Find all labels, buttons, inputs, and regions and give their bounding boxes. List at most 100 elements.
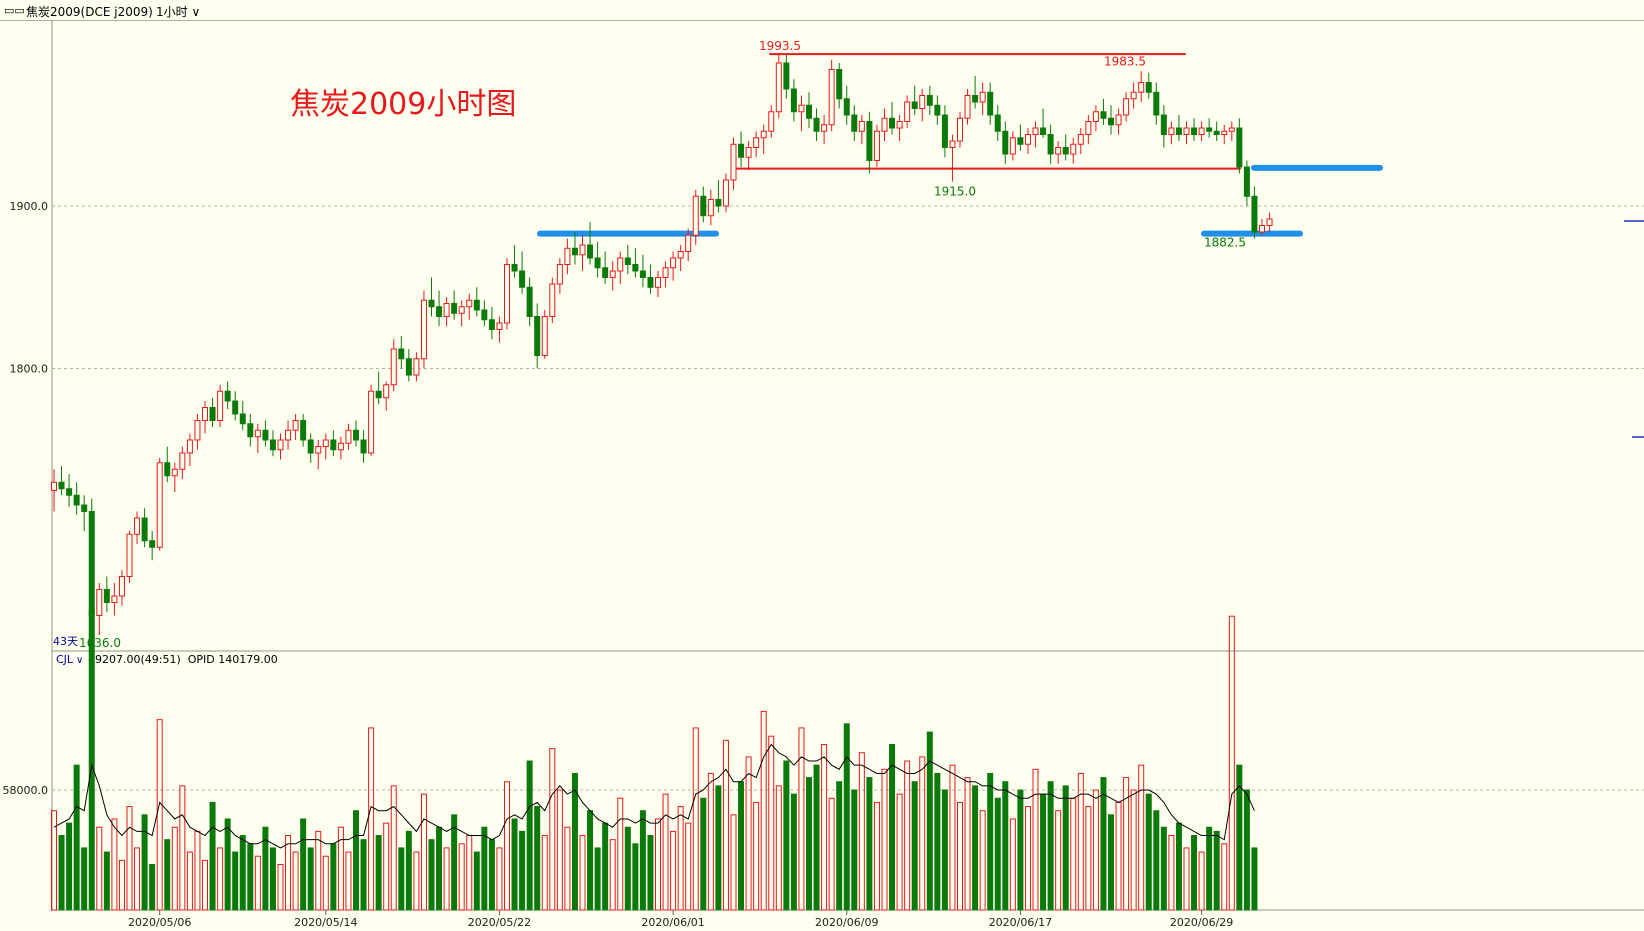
candle-body bbox=[609, 270, 616, 278]
volume-bar bbox=[534, 806, 541, 911]
candle-body bbox=[1175, 127, 1182, 135]
volume-bar bbox=[738, 781, 745, 911]
candle-body bbox=[655, 277, 661, 288]
volume-bar bbox=[277, 863, 284, 911]
candle-body bbox=[436, 306, 443, 317]
volume-bar bbox=[375, 835, 382, 911]
candle-body bbox=[300, 420, 307, 441]
volume-bar bbox=[1100, 777, 1107, 911]
price-annotations: 1993.5 1983.5 1915.0 1882.5 1636.0 bbox=[79, 39, 1246, 650]
candle-body bbox=[941, 114, 948, 148]
volume-indicator-name[interactable]: CJL bbox=[56, 653, 74, 666]
candle-body bbox=[488, 319, 495, 330]
volume-bar bbox=[420, 793, 427, 911]
volume-bar bbox=[685, 822, 692, 911]
candle-body bbox=[541, 316, 548, 356]
volume-bar bbox=[1108, 814, 1114, 911]
volume-bar bbox=[488, 839, 495, 911]
volume-bar bbox=[873, 801, 880, 911]
volume-bar bbox=[504, 781, 510, 911]
candle-body bbox=[481, 309, 488, 321]
candle-body bbox=[587, 244, 594, 259]
candle-body bbox=[186, 439, 193, 454]
candle-body bbox=[428, 299, 435, 308]
candle-body bbox=[413, 358, 420, 376]
volume-ma-line bbox=[53, 743, 1255, 849]
volume-bar bbox=[851, 789, 858, 911]
volume-bar bbox=[466, 835, 473, 911]
date-label: 2020/06/29 bbox=[1170, 916, 1233, 929]
volume-bar bbox=[194, 830, 201, 911]
volume-bar bbox=[202, 859, 208, 911]
price-tick-label: 1800.0 bbox=[10, 363, 49, 376]
candle-body bbox=[707, 199, 714, 217]
symbol-title: 焦炭2009(DCE j2009) bbox=[26, 5, 153, 19]
volume-bar bbox=[639, 810, 646, 911]
candle-body bbox=[504, 264, 510, 324]
candle-body bbox=[730, 143, 737, 181]
candle-body bbox=[685, 234, 692, 252]
candle-body bbox=[579, 244, 586, 256]
candle-body bbox=[556, 264, 563, 285]
volume-bar bbox=[934, 772, 941, 911]
volume-bar bbox=[798, 727, 805, 911]
volume-bar bbox=[594, 847, 601, 911]
volume-bar bbox=[994, 797, 1001, 911]
candle-body bbox=[534, 316, 541, 356]
volume-bar bbox=[1191, 835, 1198, 911]
volume-bar bbox=[1092, 789, 1099, 911]
volume-bar bbox=[285, 835, 292, 911]
volume-bar bbox=[715, 785, 722, 911]
candle-body bbox=[549, 283, 556, 317]
volume-bar bbox=[987, 772, 994, 911]
candle-body bbox=[88, 511, 95, 616]
window-menu-icon[interactable]: ▭▭ bbox=[4, 4, 25, 17]
volume-bar bbox=[1243, 789, 1250, 911]
volume-bar bbox=[722, 739, 729, 911]
candle-body bbox=[1032, 127, 1039, 135]
volume-bar bbox=[398, 847, 405, 911]
volume-bar bbox=[66, 822, 73, 911]
candle-body bbox=[798, 104, 805, 113]
candle-body bbox=[919, 95, 926, 109]
candle-body bbox=[322, 439, 329, 447]
candle-body bbox=[564, 247, 571, 265]
candle-body bbox=[692, 195, 699, 236]
volume-bar bbox=[1145, 793, 1152, 911]
candle-body bbox=[1266, 218, 1273, 226]
volume-bar bbox=[843, 723, 850, 911]
candle-body bbox=[96, 589, 103, 616]
date-label: 2020/05/06 bbox=[128, 916, 191, 929]
volume-bar bbox=[866, 777, 873, 911]
candle-body bbox=[443, 303, 450, 317]
candle-body bbox=[292, 420, 299, 431]
candle-body bbox=[1002, 130, 1009, 155]
candle-body bbox=[1206, 127, 1213, 132]
chevron-down-icon[interactable]: ∨ bbox=[76, 655, 83, 666]
candle-body bbox=[624, 257, 631, 265]
candle-body bbox=[979, 91, 986, 103]
candle-body bbox=[1153, 91, 1160, 116]
period-selector[interactable]: 1小时 ∨ bbox=[156, 3, 200, 20]
volume-ma-series bbox=[53, 743, 1255, 849]
volume-bar bbox=[1002, 781, 1009, 911]
candle-body bbox=[405, 358, 412, 376]
volume-series bbox=[51, 609, 1258, 911]
volume-bar bbox=[1206, 826, 1213, 911]
candle-body bbox=[1213, 130, 1220, 135]
candle-body bbox=[254, 429, 261, 438]
volume-bar bbox=[1040, 793, 1047, 911]
candle-body bbox=[934, 104, 941, 116]
volume-bar bbox=[337, 826, 344, 911]
volume-bar bbox=[473, 851, 480, 911]
volume-bar bbox=[111, 818, 118, 911]
candle-body bbox=[232, 400, 239, 415]
candle-body bbox=[866, 121, 873, 161]
candle-body bbox=[1024, 134, 1031, 145]
candle-body bbox=[368, 390, 375, 454]
candle-body bbox=[1259, 225, 1265, 233]
candle-body bbox=[889, 117, 896, 129]
candle-body bbox=[828, 69, 835, 126]
volume-bar bbox=[1213, 830, 1220, 911]
